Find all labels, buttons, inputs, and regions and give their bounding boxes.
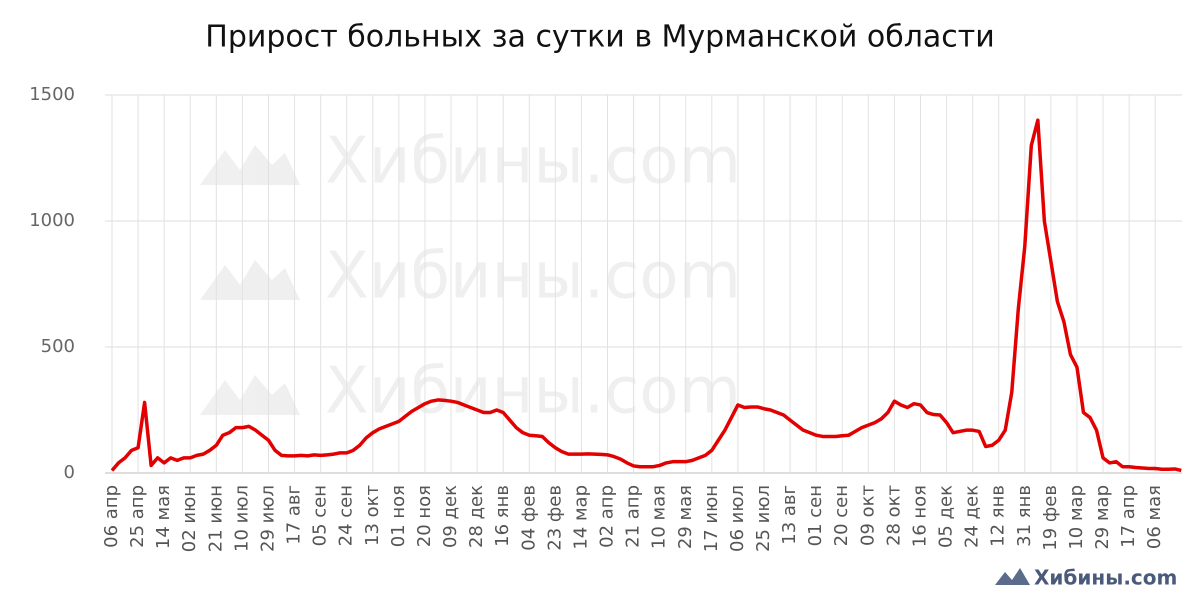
x-tick-label: 24 дек: [962, 485, 983, 548]
x-tick-label: 25 июл: [753, 485, 774, 552]
x-tick-label: 01 сен: [805, 485, 826, 546]
x-tick-label: 14 мая: [153, 485, 174, 549]
watermarks: Хибины.com Хибины.com Хибины.com: [200, 125, 741, 429]
x-tick-label: 31 янв: [1014, 485, 1035, 547]
x-tick-label: 16 янв: [492, 485, 513, 547]
x-tick-label: 14 мар: [570, 485, 591, 550]
x-tick-label: 21 апр: [623, 485, 644, 548]
x-tick-label: 17 июн: [701, 485, 722, 552]
x-tick-label: 04 фев: [518, 485, 539, 551]
x-tick-label: 10 мар: [1066, 485, 1087, 550]
watermark-text: Хибины.com: [325, 355, 741, 429]
x-tick-label: 09 окт: [857, 485, 878, 546]
y-tick-label: 1000: [29, 210, 75, 231]
x-tick-label: 25 апр: [127, 485, 148, 548]
x-tick-label: 16 ноя: [909, 485, 930, 547]
x-tick-label: 17 апр: [1118, 485, 1139, 548]
x-tick-label: 13 авг: [779, 485, 800, 545]
x-tick-label: 02 июн: [179, 485, 200, 552]
x-tick-label: 28 окт: [883, 485, 904, 546]
x-tick-label: 20 сен: [831, 485, 852, 546]
x-tick-label: 05 дек: [936, 485, 957, 548]
x-tick-label: 01 ноя: [388, 485, 409, 547]
x-tick-label: 23 фев: [544, 485, 565, 551]
x-tick-label: 10 июл: [231, 485, 252, 552]
watermark-text: Хибины.com: [325, 125, 741, 199]
watermark-icon: [200, 375, 300, 415]
x-tick-label: 20 ноя: [414, 485, 435, 547]
x-tick-label: 29 мар: [1092, 485, 1113, 550]
y-tick-label: 500: [41, 336, 75, 357]
logo-icon: [995, 568, 1030, 585]
x-tick-label: 10 мая: [649, 485, 670, 549]
x-tick-label: 19 фев: [1040, 485, 1061, 551]
x-tick-label: 06 апр: [101, 485, 122, 548]
watermark-icon: [200, 145, 300, 185]
logo-text: Хибины.com: [1034, 566, 1177, 590]
x-tick-label: 02 апр: [597, 485, 618, 548]
line-series: [110, 118, 1182, 473]
x-tick-label: 21 июн: [205, 485, 226, 552]
x-tick-label: 28 дек: [466, 485, 487, 548]
watermark-icon: [200, 260, 300, 300]
y-tick-label: 0: [64, 462, 75, 483]
x-tick-label: 29 мая: [675, 485, 696, 549]
x-tick-label: 24 сен: [336, 485, 357, 546]
watermark-text: Хибины.com: [325, 240, 741, 314]
chart-title: Прирост больных за сутки в Мурманской об…: [205, 20, 994, 55]
x-tick-label: 05 сен: [310, 485, 331, 546]
x-tick-label: 17 авг: [284, 485, 305, 545]
x-tick-label: 13 окт: [362, 485, 383, 546]
x-tick-label: 09 дек: [440, 485, 461, 548]
x-tick-label: 06 мая: [1144, 485, 1165, 549]
x-tick-label: 06 июл: [727, 485, 748, 552]
y-tick-label: 1500: [29, 84, 75, 105]
x-tick-label: 12 янв: [988, 485, 1009, 547]
x-tick-label: 29 июл: [257, 485, 278, 552]
